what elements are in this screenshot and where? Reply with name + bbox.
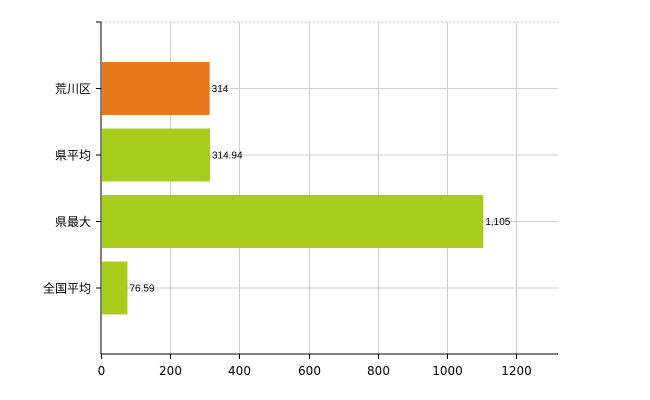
category-label: 荒川区 [55, 82, 91, 96]
x-tick-label: 1000 [432, 364, 463, 378]
bar [102, 261, 128, 315]
data-label: 314 [212, 84, 229, 95]
category-label: 県平均 [55, 149, 91, 163]
data-label: 314.94 [212, 151, 243, 162]
x-tick-label: 0 [98, 364, 106, 378]
bars [102, 62, 484, 315]
bar [102, 195, 484, 248]
data-label: 76.59 [130, 284, 155, 295]
x-ticks: 0 200 400 600 800 1000 1200 [96, 88, 532, 378]
data-labels: 314 314.94 1,105 76.59 [130, 84, 511, 295]
x-tick-label: 800 [367, 364, 390, 378]
data-label: 1,105 [485, 217, 510, 228]
x-tick-label: 1200 [501, 364, 532, 378]
bar [102, 62, 210, 115]
axes [96, 21, 558, 355]
x-tick-label: 600 [298, 364, 321, 378]
category-label: 全国平均 [43, 281, 91, 296]
category-label: 県最大 [55, 215, 91, 229]
x-tick-label: 400 [228, 364, 251, 378]
bar [102, 128, 210, 182]
x-tick-label: 200 [159, 364, 182, 378]
